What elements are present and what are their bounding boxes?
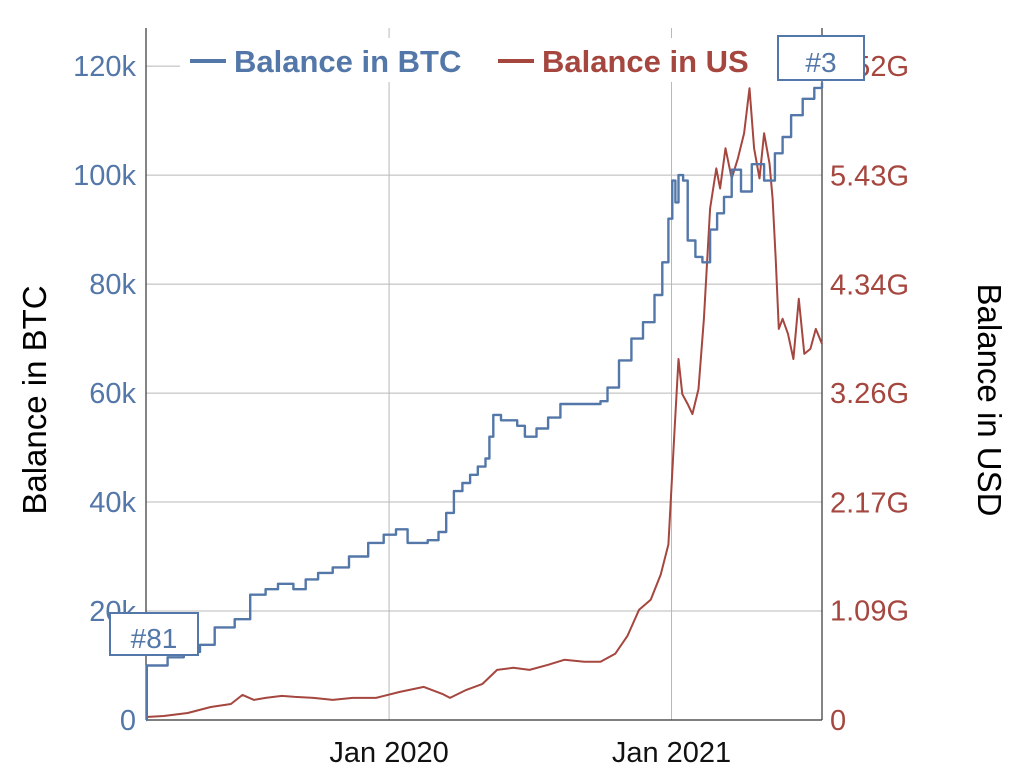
rank-label-start: #81 (109, 612, 199, 656)
legend-usd-label: Balance in US (542, 44, 749, 79)
usd-series-line (145, 87, 823, 718)
btc-series-line (145, 82, 824, 722)
x-axis-ticks: Jan 2020 Jan 2021 (329, 737, 731, 769)
right-tick-label: 4.34G (830, 270, 909, 302)
right-tick-label: 2.17G (830, 487, 909, 519)
left-tick-label: 40k (89, 487, 136, 519)
rank-end-text: #3 (805, 47, 836, 78)
rank-label-end: #3 (777, 35, 865, 81)
right-tick-label: 1.09G (830, 596, 909, 628)
left-tick-label: 0 (120, 705, 136, 737)
left-tick-label: 60k (89, 378, 136, 410)
rank-start-text: #81 (131, 623, 178, 654)
right-tick-label: 3.26G (830, 378, 909, 410)
rank-end-box (777, 35, 865, 81)
left-tick-label: 120k (73, 51, 136, 83)
legend: Balance in BTC Balance in US (180, 38, 780, 82)
left-tick-label: 100k (73, 160, 136, 192)
rank-start-box (109, 612, 199, 656)
left-tick-label: 80k (89, 269, 136, 301)
x-tick-label: Jan 2021 (612, 737, 731, 769)
grid-lines (146, 28, 822, 720)
right-axis-title: Balance in USD (971, 284, 1008, 517)
right-tick-label: 0 (830, 705, 846, 737)
legend-background (180, 38, 780, 82)
legend-btc-label: Balance in BTC (234, 44, 461, 79)
left-axis-title: Balance in BTC (16, 285, 53, 514)
x-tick-label: Jan 2020 (329, 737, 448, 769)
left-axis-ticks: 020k40k60k80k100k120k (73, 51, 136, 737)
right-tick-label: 5.43G (830, 160, 909, 192)
